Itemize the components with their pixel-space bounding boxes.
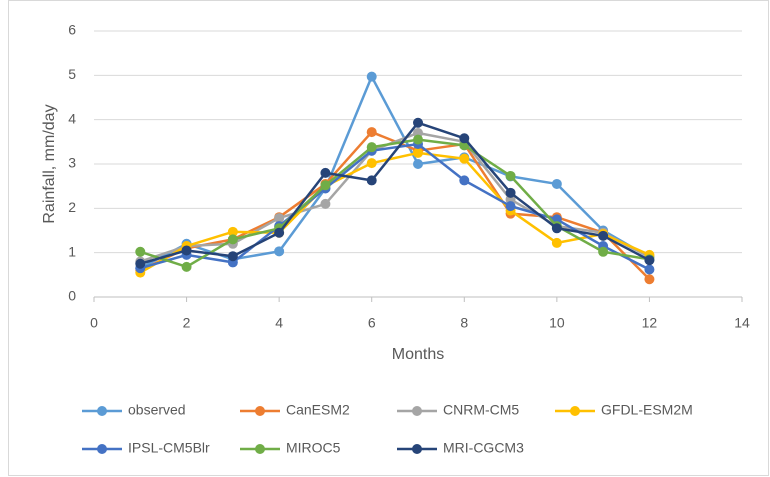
legend-marker (255, 444, 265, 454)
data-point (135, 258, 146, 269)
data-point (366, 158, 377, 169)
data-point (366, 71, 377, 82)
legend-label: CanESM2 (286, 402, 350, 418)
data-point (644, 274, 655, 285)
chart-frame (8, 0, 769, 476)
y-tick-label: 5 (68, 66, 76, 82)
data-point (598, 230, 609, 241)
data-point (320, 167, 331, 178)
legend-marker (97, 444, 107, 454)
data-point (505, 187, 516, 198)
y-tick-label: 3 (68, 155, 76, 171)
data-point (551, 178, 562, 189)
data-point (227, 234, 238, 245)
data-point (551, 223, 562, 234)
data-point (181, 261, 192, 272)
legend-label: GFDL-ESM2M (601, 402, 693, 418)
y-tick-label: 1 (68, 243, 76, 259)
data-point (413, 117, 423, 128)
data-point (227, 251, 238, 262)
legend-marker (412, 444, 422, 454)
x-axis-title: Months (392, 346, 444, 363)
x-tick-label: 2 (183, 315, 191, 331)
data-point (551, 237, 562, 248)
x-tick-label: 4 (275, 315, 283, 331)
data-point (644, 255, 655, 266)
x-tick-label: 12 (642, 315, 658, 331)
x-tick-label: 10 (549, 315, 565, 331)
data-point (320, 180, 331, 191)
data-point (274, 213, 285, 224)
y-tick-label: 6 (68, 22, 76, 38)
data-point (320, 198, 331, 209)
data-point (413, 159, 423, 169)
y-tick-label: 0 (68, 288, 76, 304)
legend-label: CNRM-CM5 (443, 402, 519, 418)
data-point (274, 227, 285, 238)
legend-marker (97, 406, 107, 416)
legend-marker (412, 406, 422, 416)
data-point (459, 175, 470, 186)
data-point (413, 134, 423, 145)
legend-marker (255, 406, 265, 416)
data-point (505, 201, 516, 212)
data-point (598, 246, 609, 257)
series-line (139, 75, 651, 270)
legend-label: IPSL-CM5Blr (128, 440, 210, 456)
legend-label: observed (128, 402, 186, 418)
data-point (644, 264, 655, 275)
x-tick-label: 8 (460, 315, 468, 331)
x-tick-label: 0 (90, 315, 98, 331)
y-tick-label: 2 (68, 199, 76, 215)
data-point (366, 142, 377, 153)
data-point (366, 127, 377, 138)
legend-marker (570, 406, 580, 416)
data-point (274, 246, 285, 257)
data-point (227, 226, 238, 237)
data-point (366, 175, 377, 186)
y-axis-title: Rainfall, mm/day (41, 104, 58, 223)
y-tick-label: 4 (68, 110, 76, 126)
data-point (459, 133, 470, 144)
data-point (181, 245, 192, 256)
legend-label: MIROC5 (286, 440, 341, 456)
data-point (413, 147, 423, 158)
data-point (135, 246, 146, 257)
x-tick-label: 6 (368, 315, 376, 331)
series-line (139, 151, 650, 274)
legend-label: MRI-CGCM3 (443, 440, 524, 456)
data-point (459, 153, 470, 164)
series-line (139, 142, 650, 271)
data-point (505, 170, 516, 181)
series-line (139, 121, 651, 265)
x-tick-label: 14 (734, 315, 750, 331)
